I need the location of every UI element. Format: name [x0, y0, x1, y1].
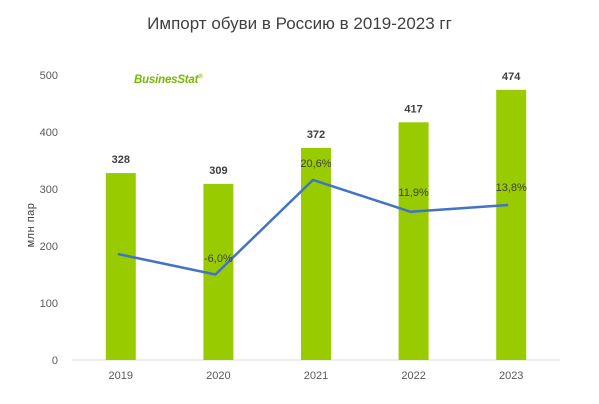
x-tick-label: 2019 — [109, 370, 133, 382]
businesstat-logo: BusinesStat® — [134, 74, 203, 86]
x-tick-label: 2023 — [499, 370, 523, 382]
bar-value-label: 417 — [404, 103, 422, 115]
growth-label: 13,8% — [496, 182, 527, 194]
growth-label: 11,9% — [398, 187, 429, 199]
growth-label: 20,6% — [300, 158, 331, 170]
y-tick-label: 400 — [40, 127, 58, 139]
x-tick-label: 2020 — [206, 370, 230, 382]
y-tick-label: 0 — [52, 355, 58, 367]
growth-line — [117, 178, 509, 276]
x-tick-label: 2021 — [304, 370, 328, 382]
bar-value-label: 372 — [307, 129, 325, 141]
bar-value-label: 474 — [502, 71, 521, 83]
y-tick-label: 300 — [40, 184, 58, 196]
bar-value-label: 309 — [209, 165, 227, 177]
bar-value-label: 328 — [112, 154, 130, 166]
y-tick-label: 100 — [40, 298, 58, 310]
bar — [105, 173, 136, 360]
y-tick-label: 500 — [40, 70, 58, 82]
logo-text: BusinesStat — [134, 74, 199, 86]
y-tick-label: 200 — [40, 241, 58, 253]
growth-label: -6,0% — [204, 253, 233, 265]
chart-title: Импорт обуви в Россию в 2019-2023 гг — [147, 14, 452, 33]
bar — [496, 89, 527, 360]
bar — [398, 122, 429, 360]
x-tick-label: 2022 — [401, 370, 425, 382]
